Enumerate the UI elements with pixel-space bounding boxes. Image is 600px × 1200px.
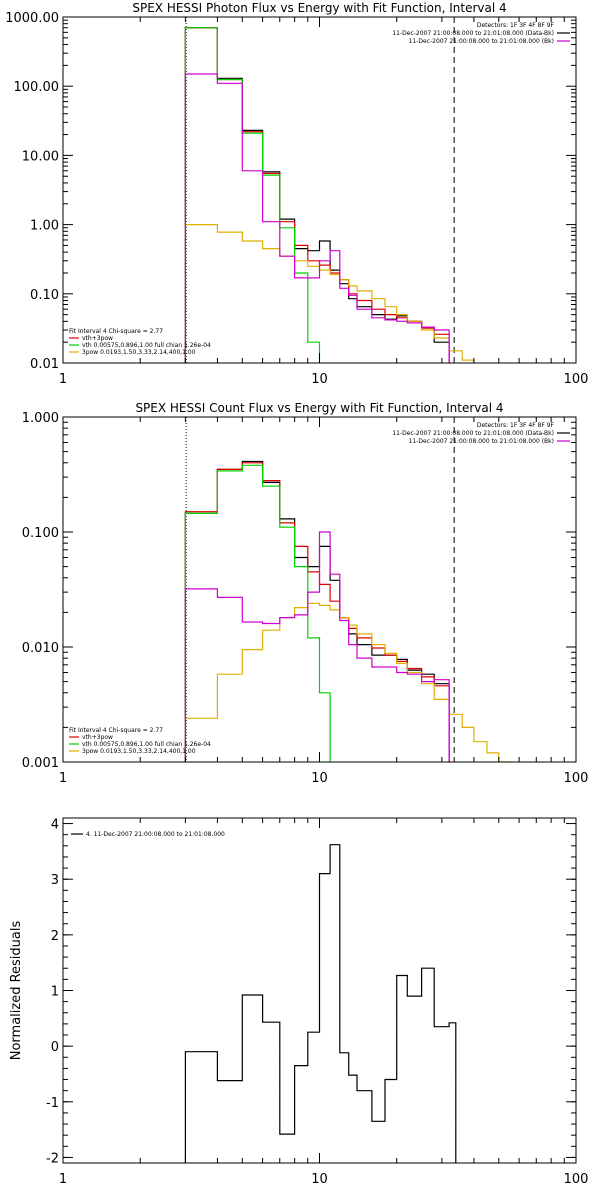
y-tick-label: 0.100 xyxy=(22,526,59,541)
interval-data-text: 11-Dec-2007 21:00:08.000 to 21:01:08.000… xyxy=(392,430,554,437)
series-bk xyxy=(184,531,450,762)
legend-entry: vth+3pow xyxy=(82,335,113,342)
series-vth xyxy=(184,464,331,762)
y-ticks xyxy=(63,823,576,1158)
panel-1: SPEX HESSI Photon Flux vs Energy with Fi… xyxy=(5,1,588,387)
x-tick-label: 100 xyxy=(564,1172,589,1187)
y-tick-label: 10.00 xyxy=(22,149,59,164)
y-tick-label: 0.010 xyxy=(22,641,59,656)
x-tick-label: 10 xyxy=(311,1172,328,1187)
x-tick-label: 1 xyxy=(59,1172,67,1187)
legend-entry: vth+3pow xyxy=(82,734,113,741)
y-ticks xyxy=(63,416,576,763)
y-tick-label: 2 xyxy=(51,929,59,944)
y-tick-label: 1.00 xyxy=(30,219,59,234)
fit-interval-text: Fit Interval 4 Chi-square = 2.77 xyxy=(69,727,163,734)
y-tick-label: -2 xyxy=(46,1151,59,1166)
legend-entry: 3pow 0.0193,1.50,3.33,2.14,400,1.00 xyxy=(82,349,196,356)
y-tick-label: 1000.00 xyxy=(5,11,59,26)
series-residuals xyxy=(184,844,457,1163)
x-ticks xyxy=(62,417,565,762)
legend-entry: 3pow 0.0193,1.50,3.33,2.14,400,1.00 xyxy=(82,748,196,755)
y-tick-label: 4 xyxy=(51,818,59,833)
series-3pow xyxy=(184,224,475,363)
y-tick-label: 1 xyxy=(51,985,59,1000)
chart-title: SPEX HESSI Count Flux vs Energy with Fit… xyxy=(135,401,503,415)
interval-bk-text: 11-Dec-2007 21:00:08.000 to 21:01:08.000… xyxy=(409,438,554,445)
x-tick-label: 10 xyxy=(311,771,328,786)
panel-2: SPEX HESSI Count Flux vs Energy with Fit… xyxy=(22,401,589,786)
series-group xyxy=(184,27,475,363)
y-tick-label: -1 xyxy=(46,1096,59,1111)
y-axis-label: Normalized Residuals xyxy=(9,921,24,1061)
x-tick-label: 10 xyxy=(311,372,328,387)
detectors-text: Detectors: 1F 3F 4F 8F 9F xyxy=(477,422,555,429)
x-ticks xyxy=(62,818,565,1163)
x-tick-label: 100 xyxy=(564,771,589,786)
interval-bk-text: 11-Dec-2007 21:00:08.000 to 21:01:08.000… xyxy=(409,38,554,45)
chart-title: SPEX HESSI Photon Flux vs Energy with Fi… xyxy=(132,1,506,15)
series-group xyxy=(184,844,457,1163)
y-tick-label: 0.01 xyxy=(30,357,59,372)
series-group xyxy=(184,460,512,762)
y-tick-label: 0.10 xyxy=(30,288,59,303)
detectors-text: Detectors: 1F 3F 4F 8F 9F xyxy=(477,22,555,29)
series-3pow xyxy=(184,602,512,762)
series-vth xyxy=(184,27,321,363)
legend-entry: vth 0.00575,0.896,1.00 full chian 1.26e-… xyxy=(82,342,211,349)
interval-data-text: 11-Dec-2007 21:00:08.000 to 21:01:08.000… xyxy=(392,30,554,37)
fit-interval-text: Fit Interval 4 Chi-square = 2.77 xyxy=(69,328,163,335)
legend-entry: vth 0.00575,0.896,1.00 full chian 1.26e-… xyxy=(82,741,211,748)
y-tick-label: 100.00 xyxy=(14,80,60,95)
series-bk xyxy=(184,73,450,363)
x-tick-label: 1 xyxy=(59,372,67,387)
y-ticks xyxy=(63,16,576,364)
y-tick-label: 1.000 xyxy=(22,411,59,426)
x-tick-label: 100 xyxy=(564,372,589,387)
y-tick-label: 0 xyxy=(51,1040,59,1055)
x-tick-label: 1 xyxy=(59,771,67,786)
legend-entry: 4. 11-Dec-2007 21:00:08.000 to 21:01:08.… xyxy=(86,831,225,838)
y-tick-label: 0.001 xyxy=(22,756,59,771)
x-ticks xyxy=(62,17,565,363)
y-tick-label: 3 xyxy=(51,873,59,888)
